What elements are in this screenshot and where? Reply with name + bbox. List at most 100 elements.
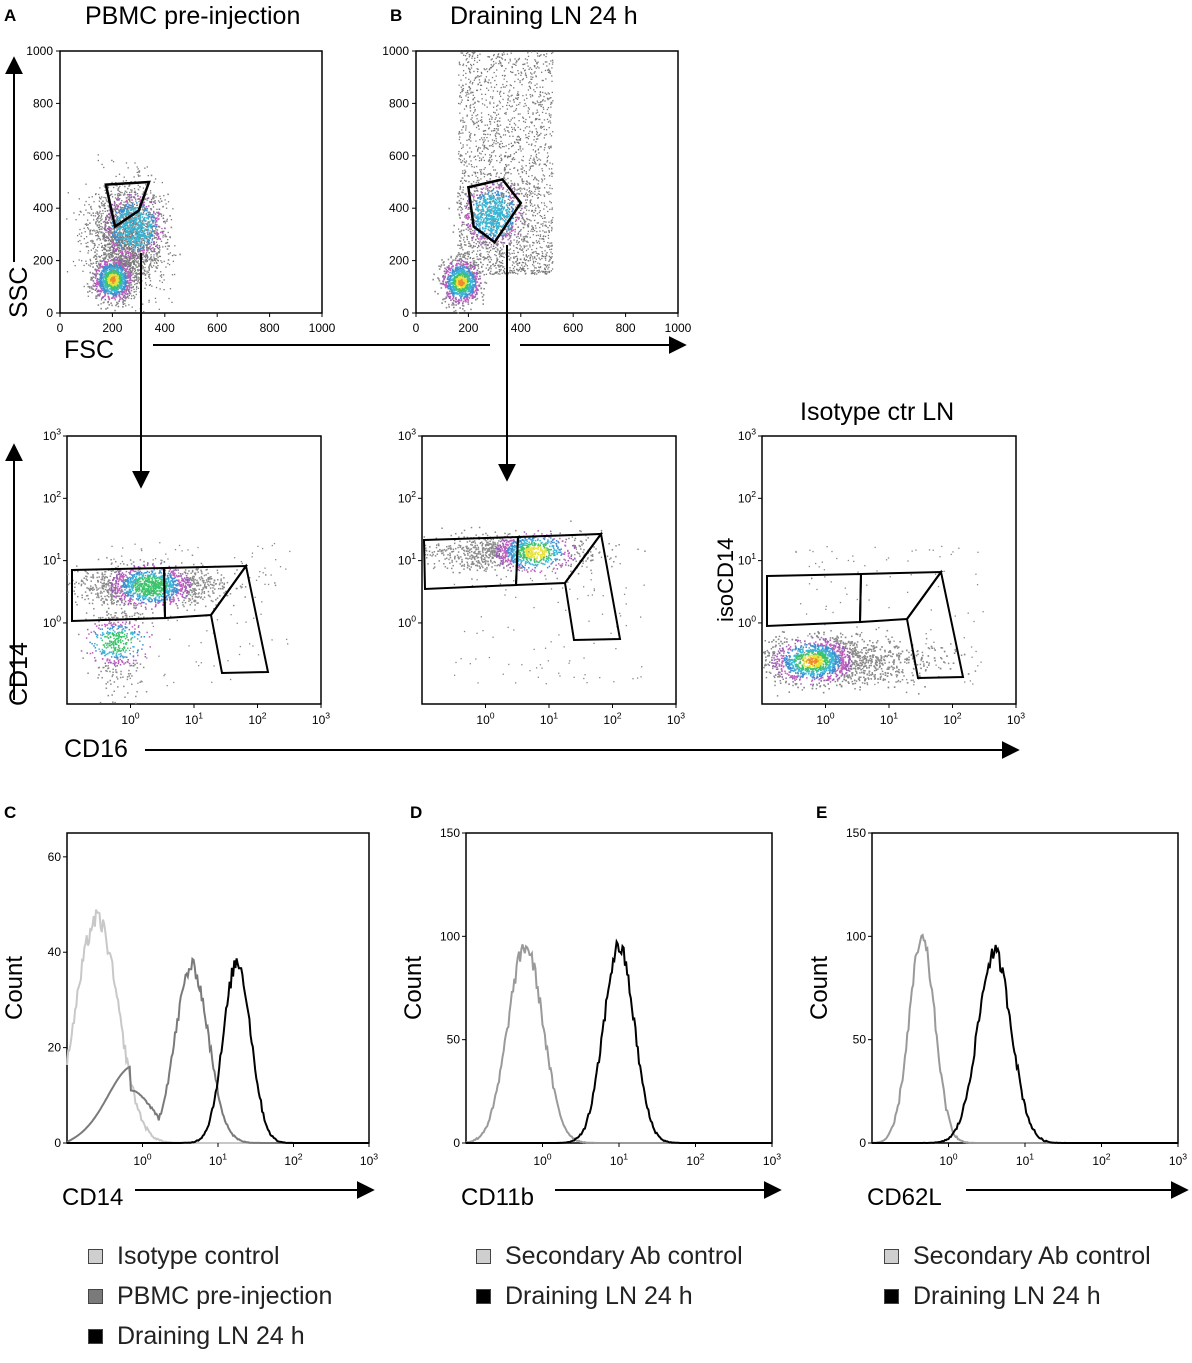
event-dot — [137, 212, 139, 215]
event-dot — [117, 269, 120, 271]
event-dot — [533, 135, 536, 138]
event-dot — [142, 248, 144, 250]
event-dot — [525, 192, 527, 194]
event-dot — [125, 253, 127, 256]
event-dot — [102, 278, 105, 281]
event-dot — [473, 106, 475, 108]
event-dot — [134, 296, 136, 298]
event-dot — [120, 277, 123, 280]
event-dot — [150, 192, 152, 194]
event-dot — [123, 282, 126, 284]
event-dot — [116, 273, 119, 276]
event-dot — [102, 267, 105, 269]
event-dot — [154, 270, 157, 273]
event-dot — [96, 212, 99, 214]
event-dot — [472, 81, 474, 84]
event-dot — [124, 303, 126, 305]
event-dot — [149, 245, 151, 248]
event-dot — [106, 274, 108, 277]
event-dot — [508, 249, 510, 251]
event-dot — [537, 197, 540, 199]
event-dot — [147, 271, 150, 273]
event-dot — [504, 215, 507, 217]
event-dot — [112, 288, 114, 290]
event-dot — [114, 203, 116, 205]
event-dot — [525, 118, 527, 121]
event-dot — [535, 252, 538, 254]
event-dot — [508, 242, 510, 244]
event-dot — [136, 171, 138, 174]
event-dot — [98, 212, 101, 214]
event-dot — [146, 248, 148, 251]
event-dot — [147, 225, 149, 228]
event-dot — [139, 231, 141, 233]
event-dot — [113, 245, 116, 247]
event-dot — [145, 213, 147, 216]
event-dot — [154, 248, 156, 250]
event-dot — [99, 264, 102, 267]
event-dot — [90, 249, 93, 251]
event-dot — [120, 241, 123, 243]
event-dot — [120, 270, 123, 273]
event-dot — [146, 197, 149, 200]
event-dot — [513, 101, 515, 103]
event-dot — [511, 131, 513, 133]
event-dot — [117, 247, 119, 249]
event-dot — [135, 282, 137, 285]
event-dot — [126, 248, 128, 250]
event-dot — [142, 234, 144, 236]
event-dot — [137, 272, 140, 275]
event-dot — [149, 233, 152, 236]
event-dot — [486, 193, 488, 195]
event-dot — [112, 235, 115, 238]
event-dot — [476, 149, 479, 151]
event-dot — [122, 248, 124, 251]
event-dot — [101, 277, 104, 279]
event-dot — [102, 200, 104, 203]
event-dot — [135, 200, 137, 202]
event-dot — [501, 158, 503, 160]
event-dot — [130, 241, 133, 244]
event-dot — [140, 233, 143, 236]
event-dot — [529, 202, 531, 204]
event-dot — [130, 284, 133, 286]
event-dot — [99, 267, 101, 269]
event-dot — [470, 163, 473, 166]
event-dot — [139, 220, 141, 223]
event-dot — [110, 236, 112, 238]
event-dot — [152, 247, 154, 249]
event-dot — [168, 245, 170, 247]
event-dot — [81, 232, 83, 234]
event-dot — [548, 271, 551, 274]
event-dot — [123, 281, 126, 283]
event-dot — [163, 230, 165, 232]
event-dot — [97, 232, 100, 234]
event-dot — [102, 238, 104, 240]
event-dot — [150, 230, 153, 233]
event-dot — [135, 266, 138, 268]
event-dot — [137, 281, 139, 283]
event-dot — [122, 299, 124, 301]
event-dot — [158, 250, 161, 253]
event-dot — [125, 211, 128, 214]
event-dot — [507, 255, 510, 257]
event-dot — [103, 185, 105, 187]
event-dot — [104, 239, 106, 241]
event-dot — [109, 269, 112, 271]
event-dot — [99, 256, 102, 258]
event-dot — [103, 254, 105, 256]
event-dot — [90, 262, 92, 265]
event-dot — [123, 230, 126, 232]
event-dot — [128, 236, 130, 238]
event-dot — [158, 251, 160, 254]
event-dot — [121, 234, 124, 236]
event-dot — [548, 260, 550, 262]
event-dot — [460, 201, 462, 204]
event-dot — [151, 258, 153, 260]
event-dot — [108, 277, 111, 280]
event-dot — [142, 211, 145, 213]
event-dot — [141, 247, 143, 249]
event-dot — [472, 103, 474, 105]
event-dot — [550, 193, 552, 195]
event-dot — [127, 250, 129, 253]
